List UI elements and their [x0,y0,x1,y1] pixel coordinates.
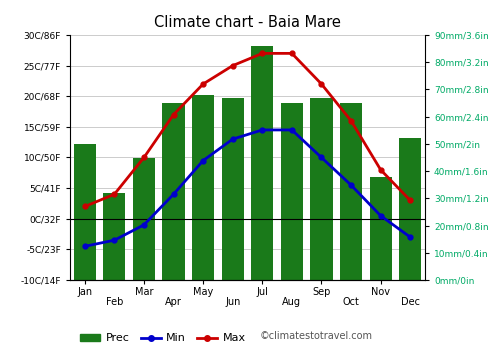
Bar [192,95,214,280]
Text: Feb: Feb [106,297,123,307]
Legend: Prec, Min, Max: Prec, Min, Max [76,329,250,348]
Text: Dec: Dec [400,297,419,307]
Text: Jan: Jan [77,287,92,298]
Bar [74,144,96,280]
Text: Jun: Jun [225,297,240,307]
Bar [370,176,392,280]
Text: May: May [193,287,213,298]
Bar [310,98,332,280]
Title: Climate chart - Baia Mare: Climate chart - Baia Mare [154,15,341,30]
Bar [162,103,184,280]
Bar [104,193,126,280]
Text: Nov: Nov [371,287,390,298]
Text: Jul: Jul [256,287,268,298]
Text: Apr: Apr [165,297,182,307]
Text: ©climatestotravel.com: ©climatestotravel.com [260,331,373,341]
Text: Mar: Mar [134,287,153,298]
Text: Sep: Sep [312,287,330,298]
Bar [399,139,421,280]
Text: Aug: Aug [282,297,302,307]
Bar [251,46,274,280]
Bar [222,98,244,280]
Bar [340,103,362,280]
Bar [281,103,303,280]
Bar [133,158,155,280]
Text: Oct: Oct [342,297,359,307]
